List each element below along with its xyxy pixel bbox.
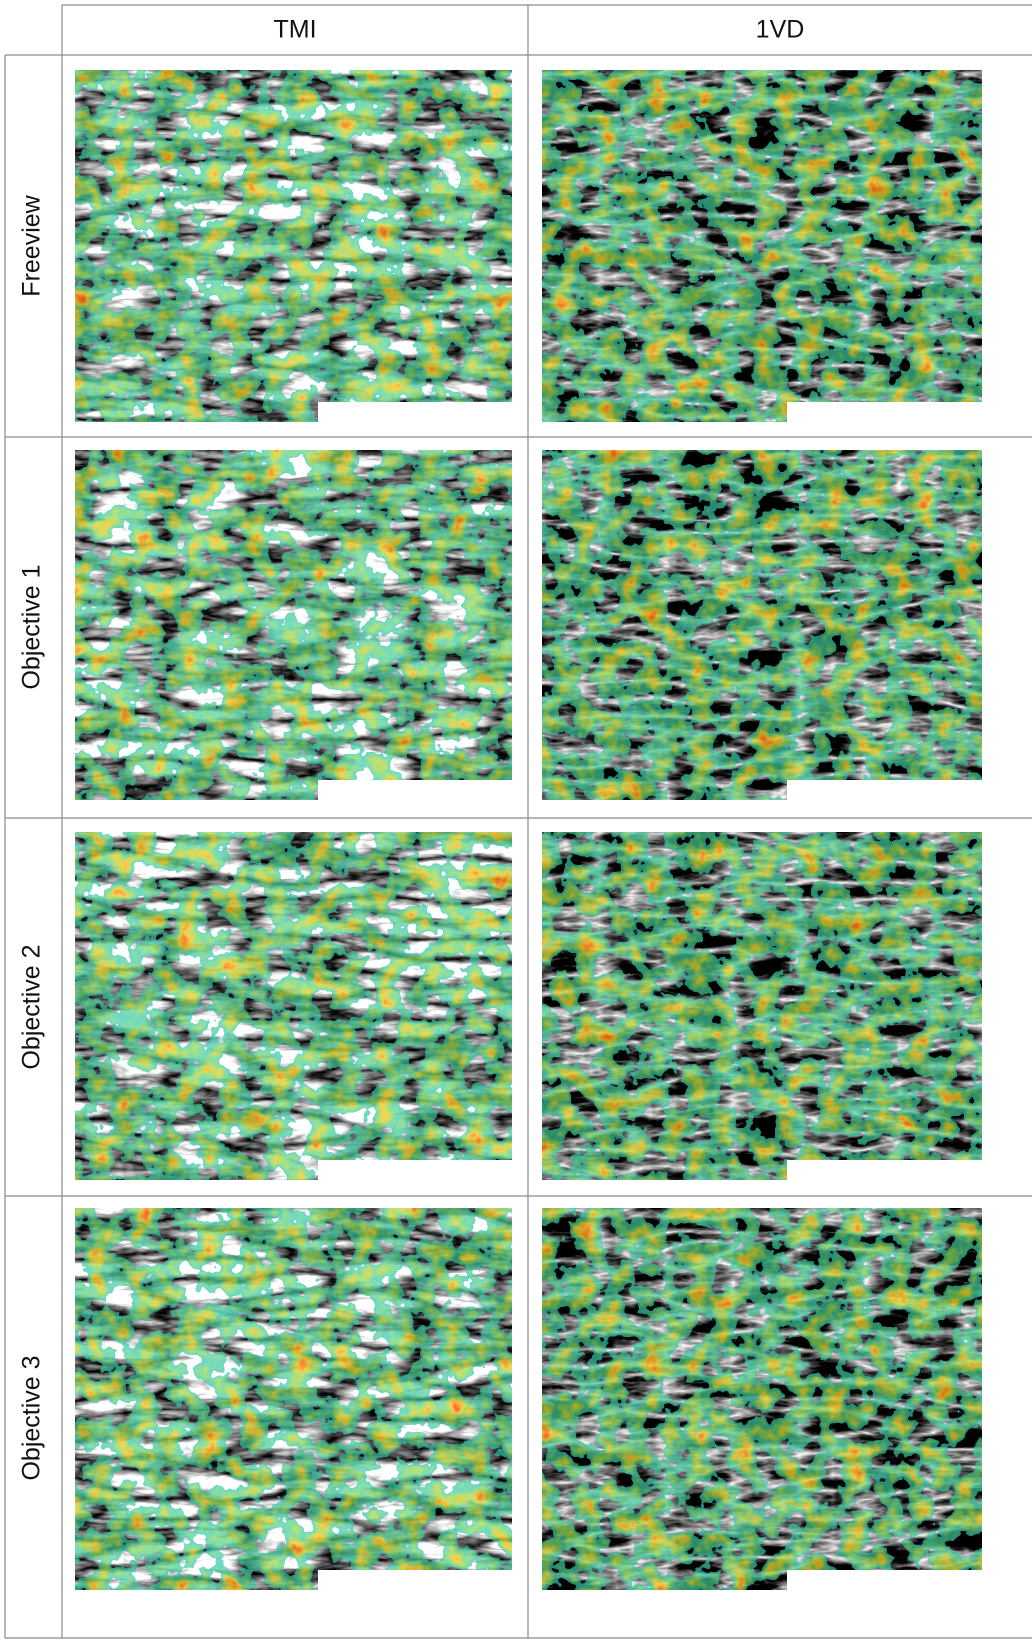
column-header: 1VD xyxy=(756,16,805,44)
table-borders xyxy=(4,4,1032,1639)
image-1vd-freeview xyxy=(542,70,982,422)
image-tmi-objective-1 xyxy=(75,450,512,800)
image-grid xyxy=(75,70,982,1590)
column-header: TMI xyxy=(273,16,316,44)
image-tmi-objective-2 xyxy=(75,832,512,1180)
image-1vd-objective-1 xyxy=(542,450,982,800)
row-header: Objective 2 xyxy=(18,944,46,1069)
image-tmi-freeview xyxy=(75,70,512,422)
row-header: Objective 3 xyxy=(18,1355,46,1480)
image-1vd-objective-2 xyxy=(542,832,982,1180)
row-header: Objective 1 xyxy=(18,564,46,689)
image-1vd-objective-3 xyxy=(542,1208,982,1590)
image-tmi-objective-3 xyxy=(75,1208,512,1590)
row-header: Freeview xyxy=(18,194,46,296)
